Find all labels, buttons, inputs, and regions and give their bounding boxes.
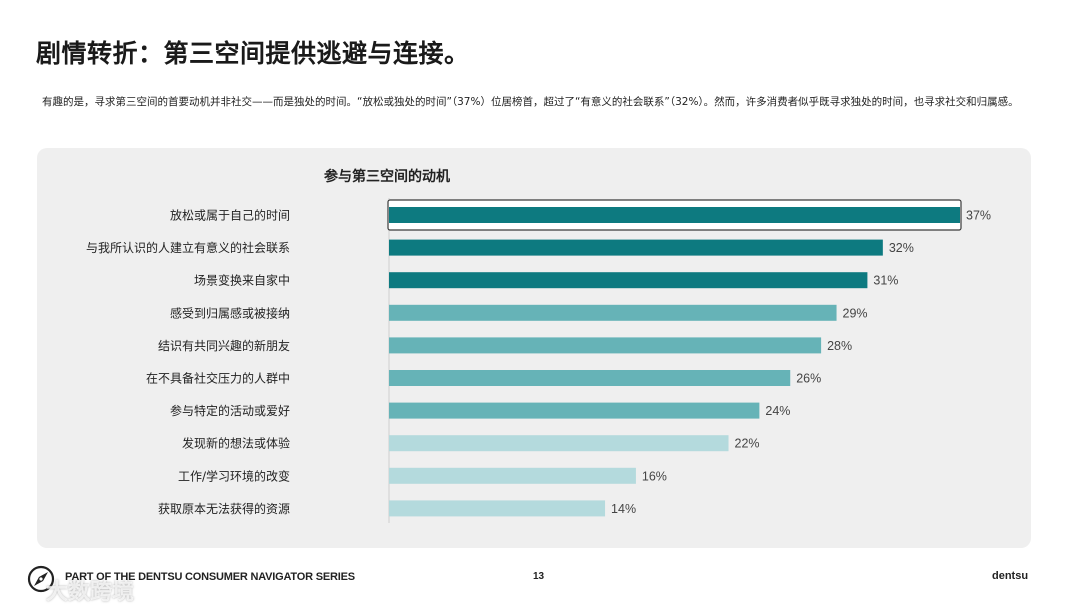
category-label-7: 参与特定的活动或爱好	[170, 403, 290, 418]
footer-series-text: PART OF THE DENTSU CONSUMER NAVIGATOR SE…	[65, 571, 355, 583]
value-label-3: 31%	[873, 274, 898, 288]
bar-8	[389, 435, 729, 452]
page-subtitle: 有趣的是，寻求第三空间的首要动机并非社交——而是独处的时间。“放松或独处的时间”…	[42, 96, 1019, 108]
bar-3	[389, 272, 868, 289]
category-label-2: 与我所认识的人建立有意义的社会联系	[86, 240, 290, 255]
bar-10	[389, 500, 606, 517]
bar-6	[389, 370, 791, 386]
category-label-10: 获取原本无法获得的资源	[158, 501, 290, 516]
bar-7	[389, 402, 760, 419]
category-label-9: 工作/学习环境的改变	[178, 468, 290, 483]
category-label-5: 结识有共同兴趣的新朋友	[158, 338, 290, 353]
value-label-10: 14%	[611, 502, 636, 516]
bar-9	[389, 467, 636, 484]
category-label-1: 放松或属于自己的时间	[170, 208, 290, 223]
category-label-3: 场景变换来自家中	[194, 273, 290, 288]
category-label-6: 在不具备社交压力的人群中	[146, 371, 290, 386]
category-label-4: 感受到归属感或被接纳	[170, 305, 290, 320]
bar-5	[389, 337, 822, 354]
compass-logo-icon	[27, 565, 55, 593]
value-label-6: 26%	[796, 372, 821, 386]
value-label-8: 22%	[735, 437, 760, 451]
brand-logo-text: dentsu	[992, 570, 1029, 582]
bar-4	[389, 304, 837, 321]
bar-1	[389, 207, 960, 223]
bar-2	[389, 239, 883, 256]
watermark-text: 大数跨境	[46, 580, 135, 605]
value-label-1: 37%	[966, 209, 991, 223]
category-label-8: 发现新的想法或体验	[182, 436, 290, 451]
value-label-2: 32%	[889, 241, 914, 255]
value-label-5: 28%	[827, 339, 852, 353]
value-label-4: 29%	[843, 306, 868, 320]
value-label-9: 16%	[642, 469, 667, 483]
value-label-7: 24%	[765, 404, 790, 418]
page-number: 13	[533, 571, 545, 582]
chart-title: 参与第三空间的动机	[324, 169, 450, 185]
page-title: 剧情转折：第三空间提供逃避与连接。	[36, 39, 470, 68]
